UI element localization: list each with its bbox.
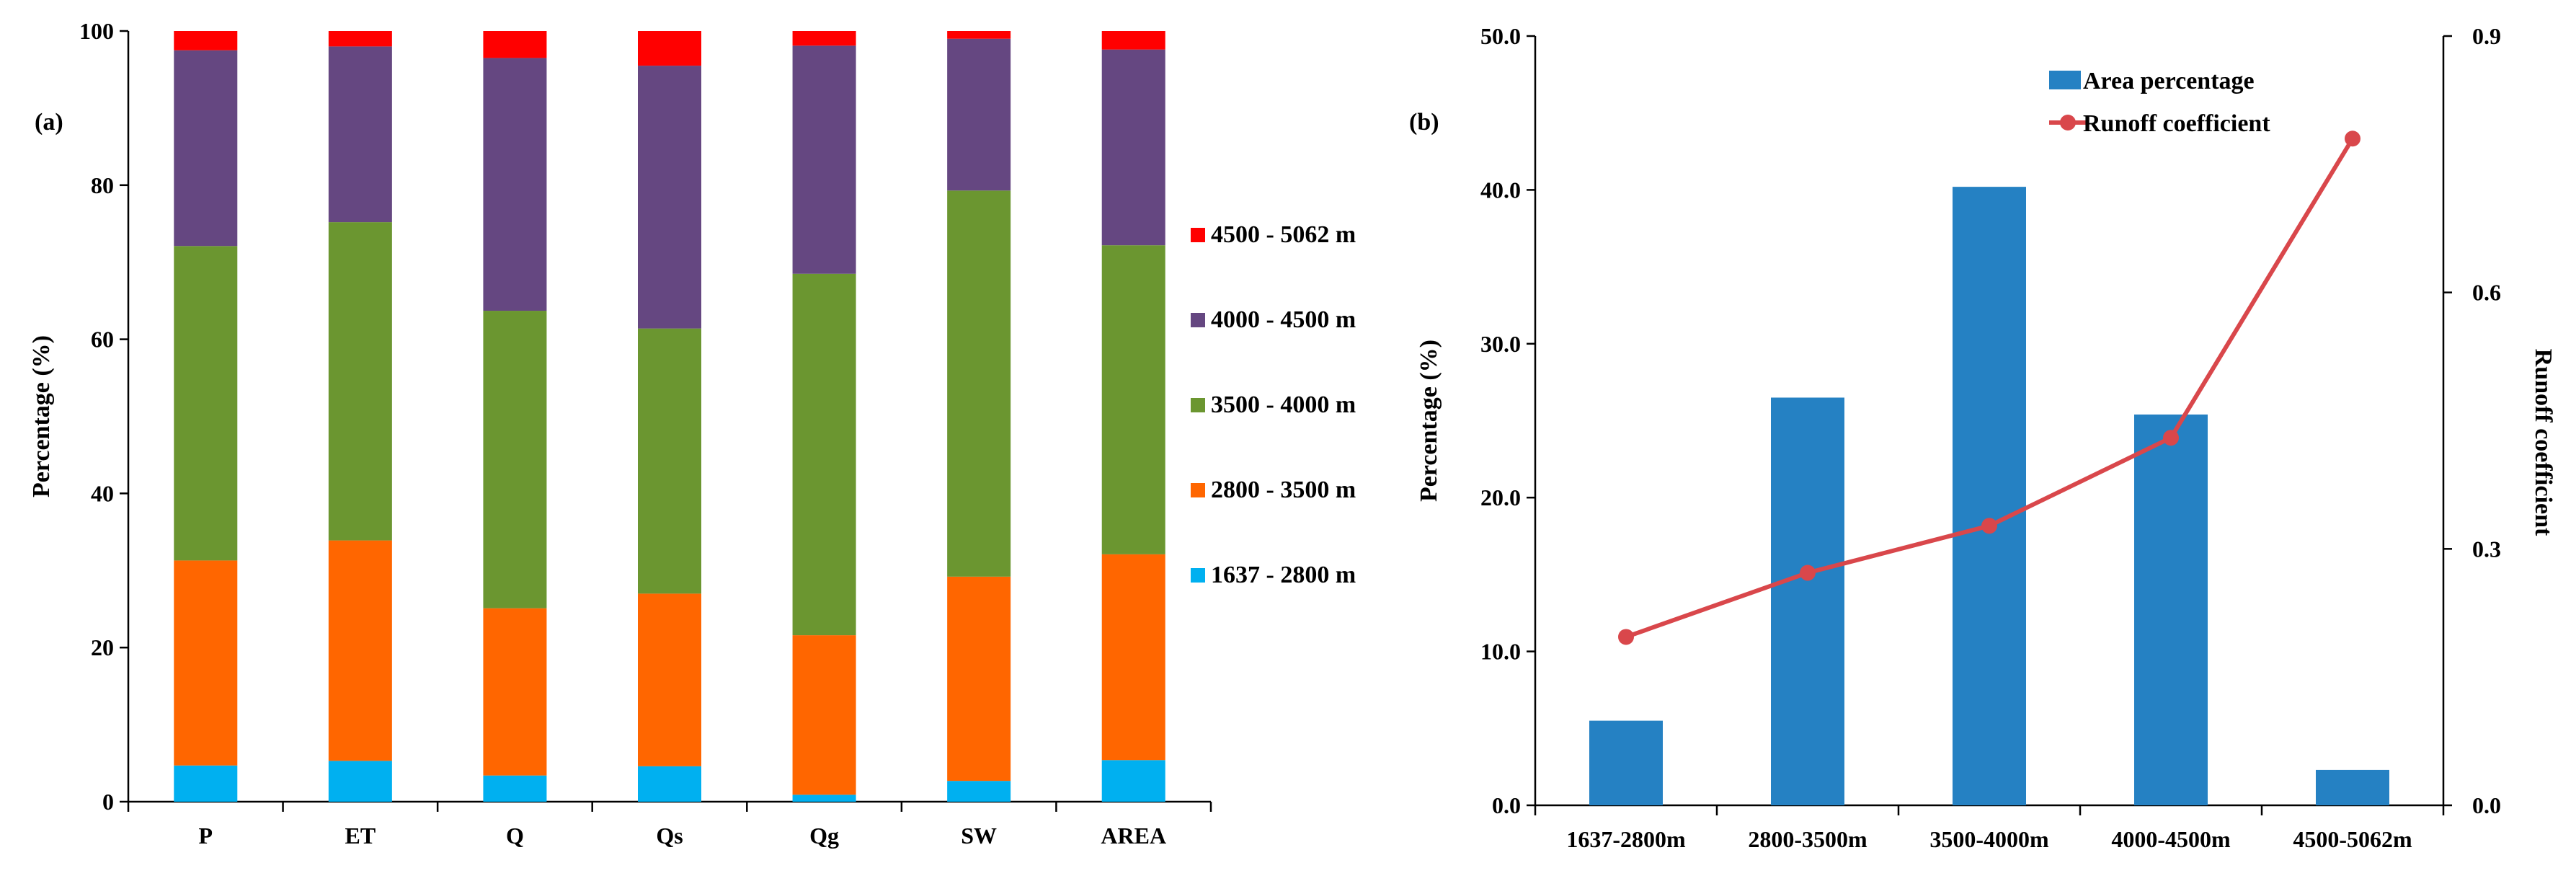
bar-segment-3 — [174, 246, 238, 561]
y-tick-label-a: 20 — [91, 634, 114, 660]
bar-segment-3 — [792, 273, 856, 636]
x-tick-label-a: SW — [961, 823, 997, 849]
legend-swatch-a — [1191, 568, 1205, 583]
bar-segment-4 — [483, 58, 547, 311]
bar-segment-5 — [328, 31, 392, 47]
bar-segment-4 — [174, 50, 238, 247]
legend-label-b: Area percentage — [2083, 68, 2255, 94]
bar-segment-2 — [638, 593, 701, 766]
bar-segment-4 — [947, 38, 1011, 191]
runoff-coefficient-point — [1618, 629, 1634, 645]
runoff-coefficient-point — [1981, 518, 1997, 534]
bar-segment-3 — [328, 222, 392, 541]
y-axis-label-a: Percentage (%) — [28, 335, 55, 497]
panel-a: (a) Percentage (%) 0 20 40 60 80 100 P ET Q Qs Qg SW A… — [28, 18, 1356, 849]
y2-tick-label-b: 0.6 — [2472, 280, 2501, 306]
area-percentage-bar — [2134, 414, 2208, 805]
bar-segment-5 — [483, 31, 547, 58]
bar-segment-2 — [792, 635, 856, 795]
legend-label-a: 4500 - 5062 m — [1211, 221, 1356, 248]
y2-tick-label-b: 0.0 — [2472, 792, 2501, 818]
bar-segment-1 — [328, 761, 392, 802]
bar-segment-2 — [1101, 554, 1165, 761]
x-tick-label-a: Qg — [809, 823, 839, 849]
x-tick-label-b: 4000-4500m — [2111, 826, 2231, 852]
bar-segment-1 — [1101, 760, 1165, 802]
panel-label-a: (a) — [35, 109, 63, 136]
y-tick-label-b: 30.0 — [1480, 331, 1521, 357]
x-tick-label-a: Qs — [656, 823, 683, 849]
bar-segment-3 — [483, 311, 547, 608]
y-tick-label-b: 50.0 — [1480, 23, 1521, 49]
runoff-coefficient-point — [2345, 130, 2360, 147]
bar-segment-1 — [174, 765, 238, 802]
legend-swatch-b — [2049, 71, 2081, 89]
bar-segment-5 — [947, 31, 1011, 39]
y-tick-label-a: 40 — [91, 480, 114, 506]
bar-segment-5 — [174, 31, 238, 50]
legend-swatch-a — [1191, 398, 1205, 412]
x-tick-label-a: ET — [345, 823, 376, 849]
bar-segment-1 — [483, 775, 547, 802]
y-tick-label-a: 60 — [91, 327, 114, 353]
bar-segment-4 — [1101, 49, 1165, 246]
bar-segment-4 — [638, 66, 701, 329]
legend-swatch-a — [1191, 313, 1205, 327]
area-percentage-bar — [1953, 187, 2026, 806]
bar-segment-1 — [638, 766, 701, 802]
y-tick-label-b: 10.0 — [1480, 639, 1521, 665]
y-tick-label-a: 80 — [91, 172, 114, 198]
y-tick-label-a: 100 — [79, 18, 114, 44]
x-tick-label-a: P — [199, 823, 213, 849]
y-tick-label-b: 40.0 — [1480, 177, 1521, 203]
legend-label-b: Runoff coefficient — [2083, 110, 2270, 137]
y2-tick-label-b: 0.3 — [2472, 536, 2501, 562]
legend-label-a: 1637 - 2800 m — [1211, 562, 1356, 588]
bar-segment-2 — [947, 576, 1011, 782]
bar-segment-3 — [638, 328, 701, 594]
area-percentage-bar — [1771, 397, 1844, 805]
panel-label-b: (b) — [1409, 109, 1439, 136]
legend-label-a: 4000 - 4500 m — [1211, 306, 1356, 333]
legend-label-a: 2800 - 3500 m — [1211, 477, 1356, 503]
y-tick-label-b: 0.0 — [1492, 792, 1521, 818]
bar-segment-1 — [792, 794, 856, 802]
area-percentage-bar — [2316, 769, 2389, 805]
x-tick-label-b: 1637-2800m — [1566, 826, 1686, 852]
x-tick-label-b: 2800-3500m — [1748, 826, 1867, 852]
runoff-coefficient-point — [2163, 430, 2179, 446]
legend-swatch-a — [1191, 228, 1205, 242]
y-axis-label-b: Percentage (%) — [1416, 340, 1442, 502]
bar-segment-4 — [328, 46, 392, 223]
y-tick-label-a: 0 — [102, 789, 114, 815]
y-tick-label-b: 20.0 — [1480, 484, 1521, 510]
area-percentage-bar — [1589, 720, 1663, 805]
x-tick-label-b: 4500-5062m — [2293, 826, 2412, 852]
bar-segment-1 — [947, 781, 1011, 802]
bar-segment-2 — [483, 608, 547, 776]
bar-segment-5 — [792, 31, 856, 46]
bar-segment-3 — [1101, 245, 1165, 554]
y2-axis-label-b: Runoff coefficient — [2530, 349, 2557, 536]
bar-segment-5 — [1101, 31, 1165, 50]
legend-swatch-a — [1191, 483, 1205, 497]
bar-segment-3 — [947, 190, 1011, 577]
bar-segment-4 — [792, 45, 856, 274]
runoff-coefficient-point — [1800, 565, 1816, 581]
bar-segment-2 — [174, 560, 238, 766]
x-tick-label-a: AREA — [1101, 823, 1166, 849]
bar-segment-2 — [328, 540, 392, 761]
x-tick-label-b: 3500-4000m — [1929, 826, 2049, 852]
panel-b: (b) Percentage (%) Runoff coefficient 0.0 10… — [1409, 23, 2557, 852]
x-tick-label-a: Q — [506, 823, 524, 849]
legend-label-a: 3500 - 4000 m — [1211, 391, 1356, 418]
legend-marker-b — [2060, 115, 2076, 130]
y2-tick-label-b: 0.9 — [2472, 23, 2501, 49]
bar-segment-5 — [638, 31, 701, 66]
